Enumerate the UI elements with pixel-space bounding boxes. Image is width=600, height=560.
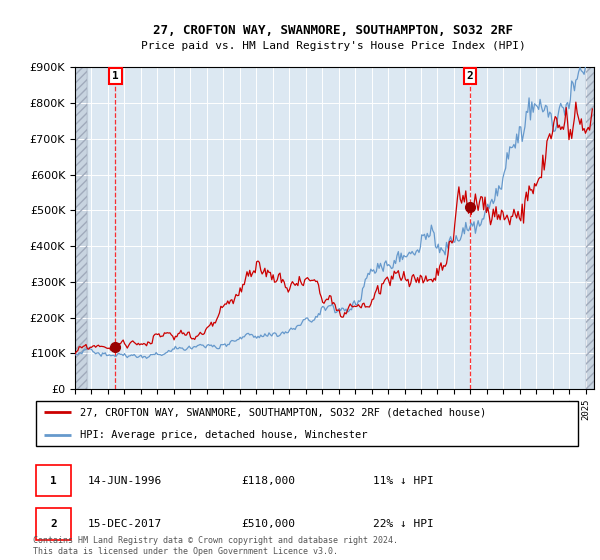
Text: £510,000: £510,000 [242, 519, 296, 529]
Bar [586, 67, 594, 389]
Text: 2: 2 [50, 519, 57, 529]
Text: 15-DEC-2017: 15-DEC-2017 [88, 519, 162, 529]
Text: 1: 1 [50, 475, 57, 486]
Text: 1: 1 [112, 71, 119, 81]
Text: 11% ↓ HPI: 11% ↓ HPI [373, 475, 434, 486]
Text: 27, CROFTON WAY, SWANMORE, SOUTHAMPTON, SO32 2RF: 27, CROFTON WAY, SWANMORE, SOUTHAMPTON, … [153, 24, 513, 36]
FancyBboxPatch shape [36, 465, 71, 496]
FancyBboxPatch shape [36, 508, 71, 540]
Text: 14-JUN-1996: 14-JUN-1996 [88, 475, 162, 486]
FancyBboxPatch shape [36, 401, 578, 446]
Text: Price paid vs. HM Land Registry's House Price Index (HPI): Price paid vs. HM Land Registry's House … [140, 41, 526, 51]
Text: 22% ↓ HPI: 22% ↓ HPI [373, 519, 434, 529]
Text: 2: 2 [466, 71, 473, 81]
Text: Contains HM Land Registry data © Crown copyright and database right 2024.
This d: Contains HM Land Registry data © Crown c… [33, 536, 398, 556]
Bar [75, 67, 88, 389]
Bar [586, 67, 594, 389]
Bar [75, 67, 88, 389]
Text: HPI: Average price, detached house, Winchester: HPI: Average price, detached house, Winc… [80, 430, 367, 440]
Text: 27, CROFTON WAY, SWANMORE, SOUTHAMPTON, SO32 2RF (detached house): 27, CROFTON WAY, SWANMORE, SOUTHAMPTON, … [80, 407, 486, 417]
Text: £118,000: £118,000 [242, 475, 296, 486]
